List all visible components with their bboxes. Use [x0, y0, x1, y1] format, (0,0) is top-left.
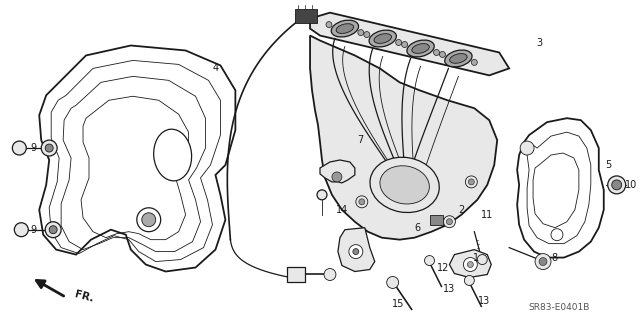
- Bar: [287, 267, 305, 282]
- Circle shape: [433, 49, 440, 56]
- Circle shape: [387, 277, 399, 288]
- Circle shape: [12, 141, 26, 155]
- Circle shape: [364, 32, 370, 38]
- Polygon shape: [517, 118, 604, 257]
- Ellipse shape: [369, 30, 396, 47]
- Circle shape: [535, 254, 551, 270]
- Circle shape: [444, 216, 456, 228]
- Circle shape: [471, 59, 477, 65]
- Ellipse shape: [380, 166, 429, 204]
- Ellipse shape: [407, 40, 434, 57]
- Ellipse shape: [450, 54, 467, 63]
- Text: 15: 15: [392, 299, 404, 309]
- Text: 9: 9: [30, 143, 36, 153]
- Circle shape: [14, 223, 28, 237]
- Circle shape: [324, 269, 336, 280]
- Circle shape: [142, 213, 156, 227]
- Text: 4: 4: [212, 63, 218, 73]
- Circle shape: [326, 22, 332, 27]
- Circle shape: [396, 40, 402, 46]
- Ellipse shape: [336, 24, 354, 33]
- Bar: [295, 9, 317, 23]
- Ellipse shape: [445, 50, 472, 67]
- Text: 10: 10: [625, 180, 637, 190]
- Text: 14: 14: [336, 205, 348, 215]
- Text: 6: 6: [415, 223, 420, 233]
- Bar: [429, 215, 444, 225]
- Circle shape: [447, 219, 452, 225]
- Circle shape: [137, 208, 161, 232]
- Polygon shape: [338, 228, 375, 271]
- Text: FR.: FR.: [73, 289, 94, 304]
- Circle shape: [608, 176, 626, 194]
- Circle shape: [467, 262, 474, 268]
- Ellipse shape: [370, 157, 439, 212]
- Circle shape: [424, 256, 435, 265]
- Text: 2: 2: [458, 205, 465, 215]
- Circle shape: [539, 257, 547, 265]
- Text: 5: 5: [605, 160, 612, 170]
- Polygon shape: [320, 160, 355, 183]
- Circle shape: [349, 245, 363, 259]
- Polygon shape: [533, 153, 579, 228]
- Circle shape: [358, 30, 364, 35]
- Circle shape: [402, 41, 408, 48]
- Polygon shape: [310, 13, 509, 75]
- Text: 7: 7: [356, 135, 363, 145]
- Ellipse shape: [332, 20, 358, 37]
- Circle shape: [45, 144, 53, 152]
- Text: 12: 12: [437, 263, 450, 272]
- Circle shape: [41, 140, 57, 156]
- Text: 11: 11: [481, 210, 493, 220]
- Circle shape: [551, 229, 563, 241]
- Circle shape: [612, 180, 621, 190]
- Text: 13: 13: [478, 296, 490, 306]
- Circle shape: [440, 51, 445, 57]
- Circle shape: [329, 169, 335, 175]
- Text: 3: 3: [536, 38, 542, 48]
- Circle shape: [45, 222, 61, 238]
- Ellipse shape: [412, 44, 429, 53]
- Circle shape: [520, 141, 534, 155]
- Circle shape: [468, 179, 474, 185]
- Circle shape: [332, 172, 342, 182]
- Text: 1: 1: [473, 253, 479, 263]
- Circle shape: [317, 190, 327, 200]
- Circle shape: [463, 257, 477, 271]
- Polygon shape: [310, 35, 497, 240]
- Circle shape: [356, 196, 368, 208]
- Text: 9: 9: [30, 225, 36, 235]
- Circle shape: [359, 199, 365, 205]
- Circle shape: [353, 249, 359, 255]
- Ellipse shape: [154, 129, 191, 181]
- Circle shape: [477, 255, 487, 264]
- Text: 8: 8: [551, 253, 557, 263]
- Circle shape: [465, 176, 477, 188]
- Circle shape: [326, 166, 338, 178]
- Polygon shape: [39, 46, 236, 271]
- Circle shape: [465, 276, 474, 286]
- Ellipse shape: [374, 34, 392, 43]
- Text: 13: 13: [444, 285, 456, 294]
- Circle shape: [49, 226, 57, 234]
- Polygon shape: [449, 249, 492, 278]
- Text: SR83-E0401B: SR83-E0401B: [528, 303, 589, 312]
